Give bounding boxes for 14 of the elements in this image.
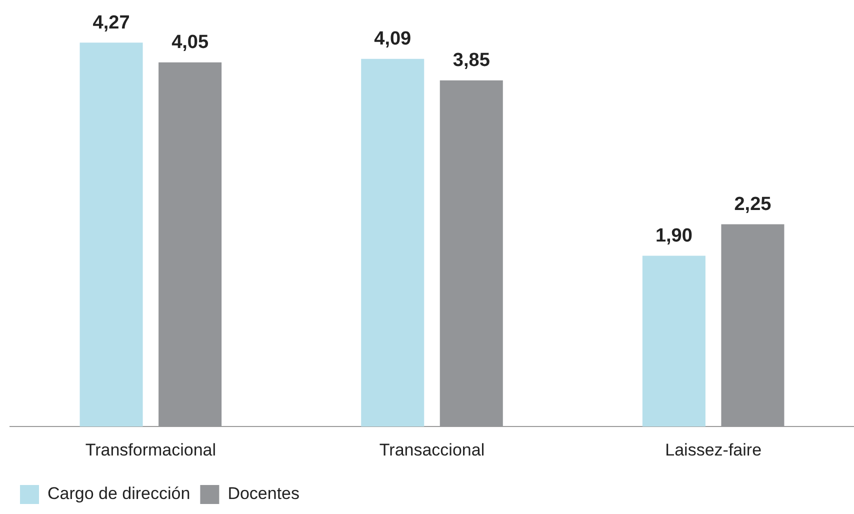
legend-label: Docentes <box>228 484 300 504</box>
bar <box>642 256 706 427</box>
bar <box>361 58 424 427</box>
data-label: 4,27 <box>92 12 130 34</box>
data-label: 3,85 <box>452 50 490 72</box>
data-label: 2,25 <box>734 194 772 216</box>
data-label: 4,05 <box>172 32 209 54</box>
legend-label: Cargo de dirección <box>48 484 190 504</box>
x-tick-label: Transaccional <box>379 440 485 460</box>
bar <box>80 42 143 427</box>
data-label: 4,09 <box>374 28 412 50</box>
x-tick-label: Transformacional <box>85 440 216 460</box>
x-tick-label: Laissez-faire <box>665 440 762 460</box>
data-label: 1,90 <box>655 225 692 246</box>
